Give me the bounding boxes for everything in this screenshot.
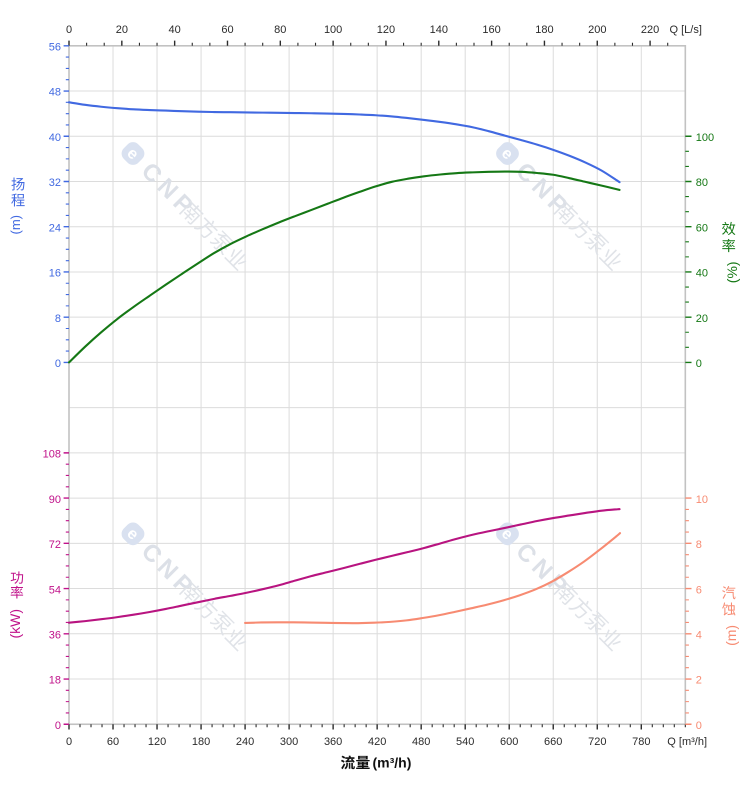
svg-text:180: 180 <box>535 24 553 36</box>
svg-text:40: 40 <box>49 132 61 144</box>
svg-text:8: 8 <box>55 313 61 325</box>
svg-text:24: 24 <box>49 222 61 234</box>
svg-text:(m): (m) <box>8 215 23 235</box>
svg-text:0: 0 <box>55 720 61 732</box>
svg-text:180: 180 <box>192 736 210 748</box>
svg-text:420: 420 <box>368 736 386 748</box>
svg-text:18: 18 <box>49 675 61 687</box>
svg-text:220: 220 <box>641 24 659 36</box>
svg-text:80: 80 <box>274 24 286 36</box>
svg-text:120: 120 <box>148 736 166 748</box>
svg-text:300: 300 <box>280 736 298 748</box>
svg-text:20: 20 <box>696 313 708 325</box>
svg-text:(m³/h): (m³/h) <box>373 755 412 771</box>
svg-text:40: 40 <box>169 24 181 36</box>
svg-text:0: 0 <box>696 720 702 732</box>
svg-text:(kW): (kW) <box>7 609 23 639</box>
svg-text:32: 32 <box>49 177 61 189</box>
svg-text:660: 660 <box>544 736 562 748</box>
svg-text:120: 120 <box>377 24 395 36</box>
svg-text:108: 108 <box>43 449 61 461</box>
svg-text:(m): (m) <box>723 625 739 646</box>
svg-text:60: 60 <box>107 736 119 748</box>
svg-text:0: 0 <box>696 358 702 370</box>
svg-text:2: 2 <box>696 675 702 687</box>
svg-text:4: 4 <box>696 629 702 641</box>
svg-text:(%): (%) <box>724 261 740 283</box>
svg-text:80: 80 <box>696 177 708 189</box>
svg-text:36: 36 <box>49 629 61 641</box>
svg-text:540: 540 <box>456 736 474 748</box>
svg-text:100: 100 <box>696 132 714 144</box>
svg-text:780: 780 <box>632 736 650 748</box>
svg-text:10: 10 <box>696 494 708 506</box>
svg-text:16: 16 <box>49 268 61 280</box>
svg-text:140: 140 <box>430 24 448 36</box>
svg-text:72: 72 <box>49 539 61 551</box>
svg-text:8: 8 <box>696 539 702 551</box>
svg-text:480: 480 <box>412 736 430 748</box>
svg-text:600: 600 <box>500 736 518 748</box>
svg-text:720: 720 <box>588 736 606 748</box>
svg-text:54: 54 <box>49 584 61 596</box>
svg-text:Q [L/s]: Q [L/s] <box>670 24 702 36</box>
svg-text:90: 90 <box>49 494 61 506</box>
svg-text:0: 0 <box>66 24 72 36</box>
svg-text:360: 360 <box>324 736 342 748</box>
svg-text:100: 100 <box>324 24 342 36</box>
svg-text:56: 56 <box>49 42 61 54</box>
svg-text:240: 240 <box>236 736 254 748</box>
svg-text:160: 160 <box>482 24 500 36</box>
svg-text:40: 40 <box>696 268 708 280</box>
svg-text:20: 20 <box>116 24 128 36</box>
svg-text:6: 6 <box>696 584 702 596</box>
svg-text:0: 0 <box>55 358 61 370</box>
svg-text:Q [m³/h]: Q [m³/h] <box>667 736 707 748</box>
svg-text:48: 48 <box>49 87 61 99</box>
svg-text:0: 0 <box>66 736 72 748</box>
svg-text:60: 60 <box>696 222 708 234</box>
svg-text:60: 60 <box>221 24 233 36</box>
svg-text:200: 200 <box>588 24 606 36</box>
